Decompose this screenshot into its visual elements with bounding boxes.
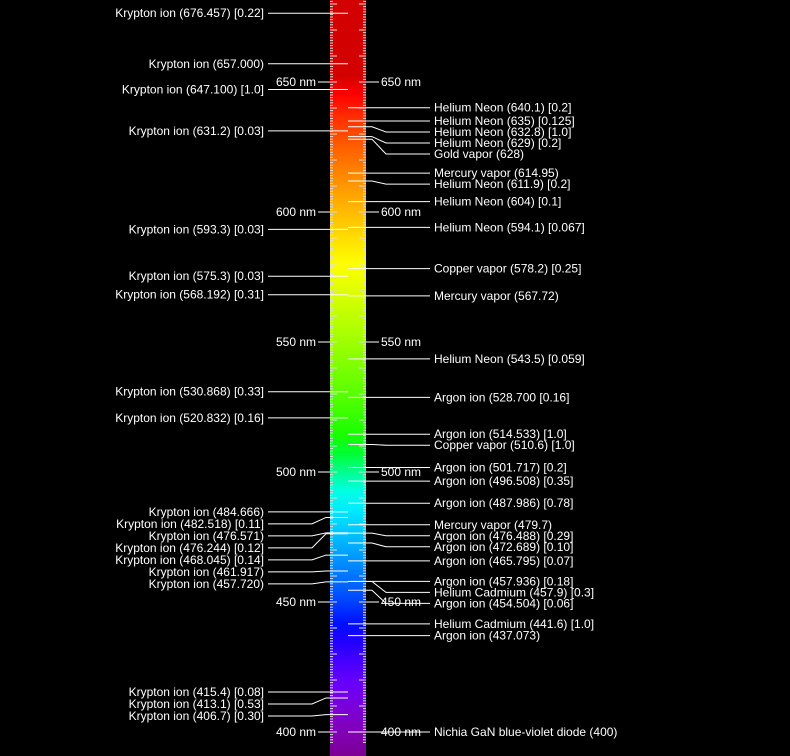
right-line-label: Helium Neon (629) [0.2]	[434, 136, 561, 150]
left-leader-line	[268, 697, 348, 705]
right-line-label: Helium Cadmium (441.6) [1.0]	[434, 617, 594, 631]
right-line-label: Gold vapor (628)	[434, 147, 524, 161]
left-line-label: Krypton ion (520.832) [0.16]	[115, 411, 264, 425]
left-line-label: Krypton ion (482.518) [0.11]	[116, 517, 264, 531]
left-line-label: Krypton ion (415.4) [0.08]	[129, 685, 264, 699]
scale-label-left: 600 nm	[276, 205, 316, 219]
right-line-label: Argon ion (514.533) [1.0]	[434, 427, 567, 441]
left-leader-line	[268, 714, 348, 717]
right-line-label: Mercury vapor (479.7)	[434, 518, 552, 532]
scale-label-left: 650 nm	[276, 75, 316, 89]
left-line-label: Krypton ion (676.457) [0.22]	[115, 6, 264, 20]
left-leader-line	[268, 516, 348, 525]
right-line-label: Argon ion (528.700 [0.16]	[434, 390, 569, 404]
scale-label-right: 550 nm	[381, 335, 421, 349]
right-line-label: Copper vapor (578.2) [0.25]	[434, 262, 581, 276]
left-leader-line	[268, 581, 348, 585]
scale-label-left: 550 nm	[276, 335, 316, 349]
scale-label-right: 650 nm	[381, 75, 421, 89]
right-leader-line	[348, 532, 430, 537]
left-leader-line	[268, 570, 348, 573]
right-leader-line	[348, 138, 430, 155]
right-line-label: Helium Neon (640.1) [0.2]	[434, 101, 571, 115]
right-leader-line	[348, 126, 430, 133]
left-line-label: Krypton ion (575.3) [0.03]	[129, 269, 264, 283]
right-line-label: Helium Neon (632.8) [1.0]	[434, 125, 571, 139]
left-line-label: Krypton ion (476.244) [0.12]	[115, 541, 264, 555]
right-line-label: Mercury vapor (614.95)	[434, 166, 559, 180]
scale-label-right: 450 nm	[381, 595, 421, 609]
left-line-label: Krypton ion (468.045) [0.14]	[115, 553, 264, 567]
right-leader-line	[348, 180, 430, 185]
spectrum-bar	[330, 0, 366, 756]
left-line-label: Krypton ion (657.000)	[149, 57, 264, 71]
left-line-label: Krypton ion (406.7) [0.30]	[129, 709, 264, 723]
left-line-label: Krypton ion (476.571)	[149, 529, 264, 543]
scale-label-right: 500 nm	[381, 465, 421, 479]
scale-label-right: 600 nm	[381, 205, 421, 219]
right-line-label: Argon ion (496.508) [0.35]	[434, 474, 573, 488]
right-labels-layer: Helium Neon (640.1) [0.2]Helium Neon (63…	[348, 101, 617, 739]
right-line-label: Helium Cadmium (457.9) [0.3]	[434, 585, 594, 599]
left-leader-line	[268, 554, 348, 561]
right-line-label: Argon ion (487.986) [0.78]	[434, 496, 573, 510]
left-leader-line	[268, 532, 348, 537]
left-line-label: Krypton ion (568.192) [0.31]	[115, 288, 264, 302]
right-line-label: Nichia GaN blue-violet diode (400)	[434, 725, 617, 739]
right-line-label: Helium Neon (604) [0.1]	[434, 195, 561, 209]
right-line-label: Copper vapor (510.6) [1.0]	[434, 438, 575, 452]
right-line-label: Helium Neon (635) [0.125]	[434, 114, 575, 128]
right-leader-line	[348, 589, 430, 604]
left-line-label: Krypton ion (461.917)	[149, 565, 264, 579]
left-leader-line	[268, 533, 348, 549]
left-line-label: Krypton ion (484.666)	[149, 505, 264, 519]
scale-label-left: 450 nm	[276, 595, 316, 609]
right-line-label: Argon ion (472.689) [0.10]	[434, 540, 573, 554]
right-line-label: Argon ion (465.795) [0.07]	[434, 554, 573, 568]
left-line-label: Krypton ion (530.868) [0.33]	[115, 385, 264, 399]
right-line-label: Helium Neon (611.9) [0.2]	[434, 177, 571, 191]
left-line-label: Krypton ion (647.100) [1.0]	[122, 83, 264, 97]
left-line-label: Krypton ion (413.1) [0.53]	[129, 697, 264, 711]
left-labels-layer: Krypton ion (676.457) [0.22] Krypton ion …	[115, 6, 348, 723]
left-line-label: Krypton ion (631.2) [0.03]	[129, 124, 264, 138]
right-leader-line	[348, 542, 430, 548]
right-line-label: Argon ion (501.717) [0.2]	[434, 461, 567, 475]
right-line-label: Argon ion (454.504) [0.06]	[434, 596, 573, 610]
right-line-label: Argon ion (437.073)	[434, 629, 540, 643]
scale-label-left: 400 nm	[276, 725, 316, 739]
left-line-label: Krypton ion (593.3) [0.03]	[129, 222, 264, 236]
right-leader-line	[348, 136, 430, 144]
right-leader-line	[348, 580, 430, 593]
right-line-label: Mercury vapor (567.72)	[434, 289, 559, 303]
right-line-label: Helium Neon (543.5) [0.059]	[434, 352, 585, 366]
spectrum-layer	[330, 0, 366, 756]
right-line-label: Argon ion (457.936) [0.18]	[434, 574, 573, 588]
right-line-label: Helium Neon (594.1) [0.067]	[434, 220, 585, 234]
scale-layer: 650 nm 650 nm 600 nm 600 nm 550 nm 550 nm 500 …	[276, 0, 421, 743]
scale-label-left: 500 nm	[276, 465, 316, 479]
left-line-label: Krypton ion (457.720)	[149, 577, 264, 591]
right-line-label: Argon ion (476.488) [0.29]	[434, 529, 573, 543]
right-leader-line	[348, 443, 430, 446]
